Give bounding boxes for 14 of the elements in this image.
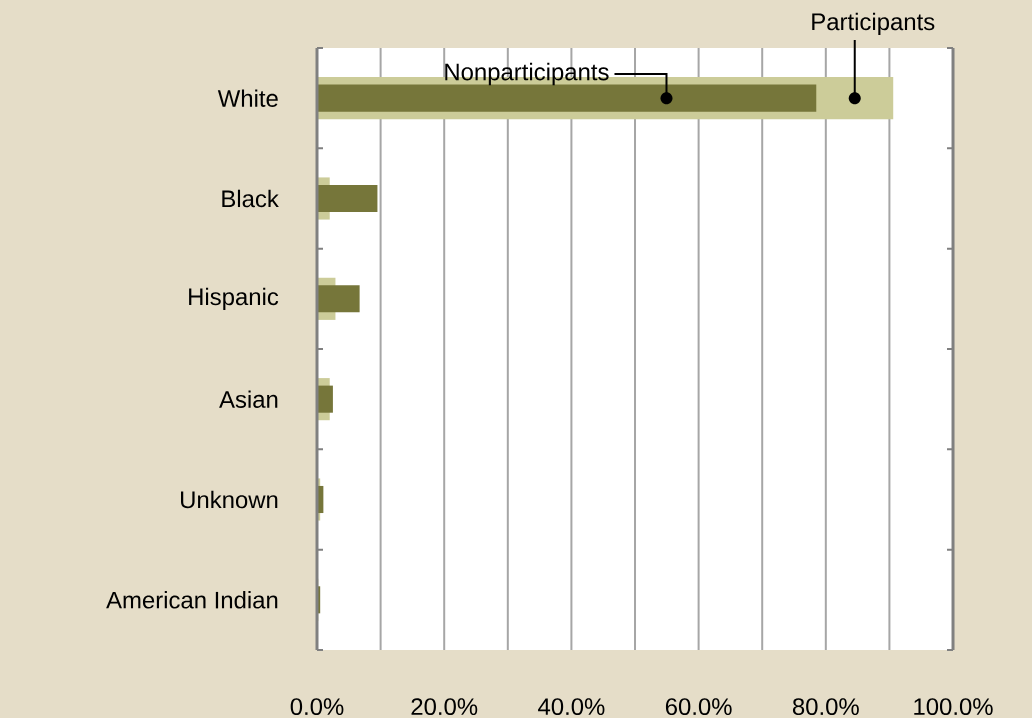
x-tick-label: 60.0% <box>665 698 732 716</box>
x-tick-label: 80.0% <box>792 698 859 716</box>
x-tick-label: 0.0% <box>290 698 344 716</box>
series-label: Nonparticipants <box>445 62 609 86</box>
y-tick-label: Unknown <box>181 490 278 509</box>
series-label: Participants <box>812 12 935 35</box>
y-tick-label: Hispanic <box>189 287 279 310</box>
x-tick-label: 20.0% <box>411 698 478 716</box>
x-tick-label: 40.0% <box>538 698 605 716</box>
y-tick-label: Black <box>222 189 279 208</box>
x-tick-label: 100.0% <box>914 698 993 716</box>
y-tick-label: Asian <box>219 390 278 408</box>
y-tick-label: American Indian <box>106 591 278 609</box>
y-tick-label: White <box>217 89 278 107</box>
